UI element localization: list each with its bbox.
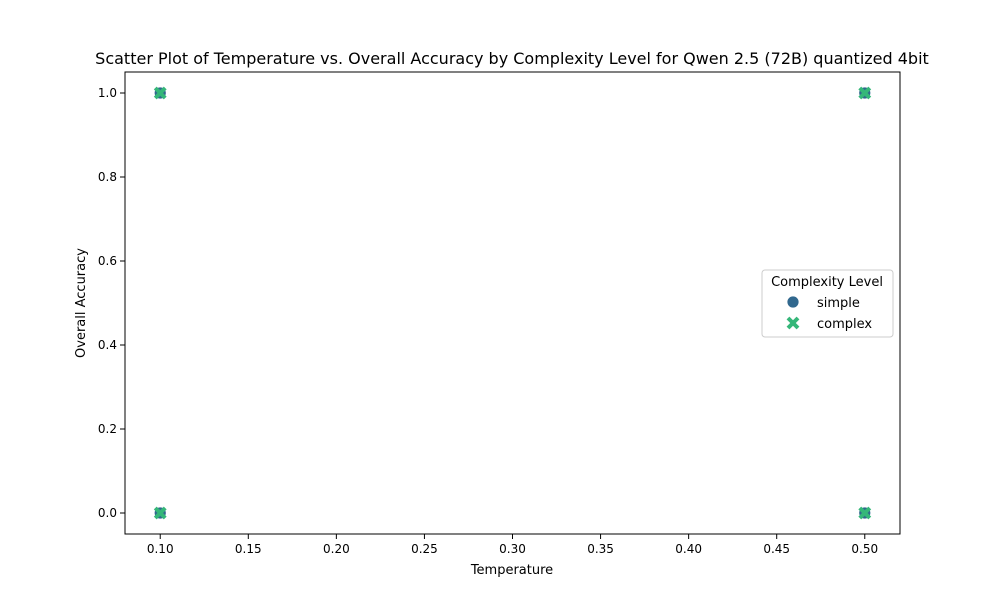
x-tick-label: 0.25 (411, 542, 438, 556)
legend: Complexity Level simple complex (761, 269, 894, 338)
x-axis: 0.10 0.15 0.20 0.25 0.30 0.35 0.40 0.45 0.50 (147, 534, 878, 556)
data-point-complex (153, 86, 167, 100)
y-tick-label: 0.0 (98, 506, 117, 520)
y-axis: 0.0 0.2 0.4 0.6 0.8 1.0 (98, 86, 125, 520)
data-point-complex (153, 506, 167, 520)
legend-marker-simple (786, 295, 800, 309)
x-axis-label: Temperature (470, 563, 553, 578)
x-tick-label: 0.50 (851, 542, 878, 556)
legend-label: complex (817, 317, 872, 332)
legend-item-complex: complex (786, 316, 872, 332)
x-tick-label: 0.40 (675, 542, 702, 556)
x-tick-label: 0.20 (323, 542, 350, 556)
data-point-complex (858, 506, 872, 520)
y-axis-label: Overall Accuracy (74, 248, 89, 358)
x-tick-label: 0.30 (499, 542, 526, 556)
x-tick-label: 0.10 (147, 542, 174, 556)
y-tick-label: 0.2 (98, 422, 117, 436)
points-layer (153, 86, 872, 520)
y-tick-label: 0.8 (98, 170, 117, 184)
chart-title: Scatter Plot of Temperature vs. Overall … (95, 49, 929, 68)
legend-label: simple (817, 296, 860, 311)
data-point-complex (858, 86, 872, 100)
x-tick-label: 0.35 (587, 542, 614, 556)
y-tick-label: 0.4 (98, 338, 117, 352)
y-tick-label: 1.0 (98, 86, 117, 100)
legend-title: Complexity Level (771, 275, 883, 290)
series-complex (153, 86, 872, 520)
legend-item-simple: simple (786, 295, 860, 311)
y-tick-label: 0.6 (98, 254, 117, 268)
x-tick-label: 0.45 (763, 542, 790, 556)
legend-marker-complex (786, 316, 800, 330)
x-tick-label: 0.15 (235, 542, 262, 556)
